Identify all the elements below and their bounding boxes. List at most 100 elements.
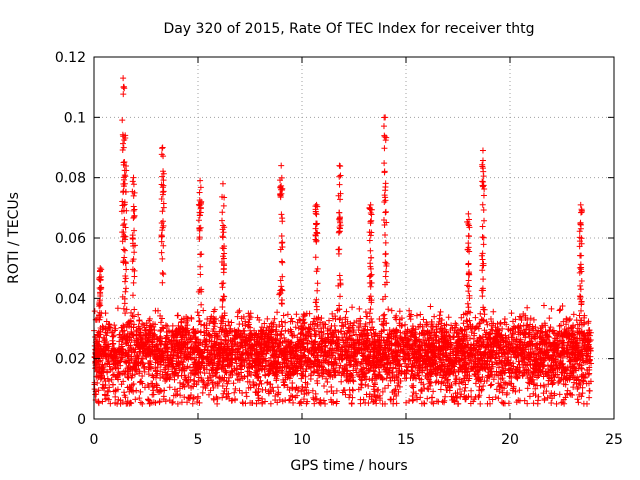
data-point (311, 369, 318, 376)
data-point (364, 326, 371, 333)
data-point (570, 328, 577, 335)
data-point (394, 340, 401, 347)
data-point (312, 390, 319, 397)
data-point (488, 326, 495, 333)
data-point (253, 400, 260, 407)
data-point (246, 360, 253, 367)
data-point (300, 324, 307, 331)
data-point (271, 315, 278, 322)
data-point (564, 387, 571, 394)
data-point (243, 393, 250, 400)
data-point (160, 373, 167, 380)
data-point (472, 344, 479, 351)
data-point (91, 308, 98, 315)
data-point (197, 368, 204, 375)
data-point (205, 391, 212, 398)
data-point (467, 335, 474, 342)
data-point (251, 332, 258, 339)
data-point (450, 334, 457, 341)
data-point (393, 400, 400, 407)
data-point (587, 347, 594, 354)
data-point (544, 362, 551, 369)
data-point (149, 338, 156, 345)
data-point (170, 343, 177, 350)
data-point (279, 359, 286, 366)
data-point (392, 361, 399, 368)
data-point (402, 342, 409, 349)
data-point (137, 399, 144, 406)
data-point (552, 371, 559, 378)
data-point (480, 383, 487, 390)
data-point (106, 384, 113, 391)
data-point (204, 347, 211, 354)
data-point (573, 340, 580, 347)
data-point (562, 381, 569, 388)
data-point (428, 394, 435, 401)
data-point (569, 391, 576, 398)
data-point (486, 394, 493, 401)
data-point (545, 355, 552, 362)
data-point (480, 234, 487, 241)
data-point (140, 333, 147, 340)
data-point (408, 333, 415, 340)
data-point (295, 385, 302, 392)
data-point (303, 386, 310, 393)
data-point (105, 388, 112, 395)
data-point (416, 367, 423, 374)
data-point (255, 395, 262, 402)
data-point (498, 358, 505, 365)
data-point (430, 400, 437, 407)
data-point (401, 330, 408, 337)
data-point (198, 301, 205, 308)
data-point (221, 345, 228, 352)
data-point (345, 325, 352, 332)
data-point (520, 322, 527, 329)
data-point (210, 318, 217, 325)
data-point (298, 349, 305, 356)
data-point (160, 325, 167, 332)
data-point (482, 350, 489, 357)
data-point (505, 353, 512, 360)
data-point (560, 318, 567, 325)
data-point (282, 338, 289, 345)
data-point (382, 368, 389, 375)
data-point (396, 320, 403, 327)
data-point (547, 324, 554, 331)
data-point (288, 392, 295, 399)
data-point (157, 375, 164, 382)
data-point (294, 392, 301, 399)
data-point (331, 322, 338, 329)
data-point (110, 388, 117, 395)
data-point (329, 315, 336, 322)
data-point (485, 341, 492, 348)
data-point (425, 386, 432, 393)
data-point (357, 320, 364, 327)
data-point (392, 386, 399, 393)
data-point (128, 387, 135, 394)
data-point (262, 371, 269, 378)
data-point (417, 345, 424, 352)
data-point (516, 313, 523, 320)
data-point (468, 365, 475, 372)
data-point (302, 368, 309, 375)
data-point (360, 350, 367, 357)
data-point (586, 327, 593, 334)
data-point (406, 307, 413, 314)
data-points (91, 75, 595, 407)
data-point (509, 345, 516, 352)
data-point (406, 352, 413, 359)
data-point (120, 91, 127, 98)
data-point (144, 337, 151, 344)
data-point (442, 382, 449, 389)
data-point (393, 374, 400, 381)
data-point (385, 369, 392, 376)
data-point (546, 315, 553, 322)
data-point (349, 387, 356, 394)
data-point (563, 334, 570, 341)
data-point (154, 336, 161, 343)
data-point (536, 363, 543, 370)
data-point (564, 347, 571, 354)
data-point (404, 342, 411, 349)
data-point (137, 349, 144, 356)
data-point (508, 334, 515, 341)
